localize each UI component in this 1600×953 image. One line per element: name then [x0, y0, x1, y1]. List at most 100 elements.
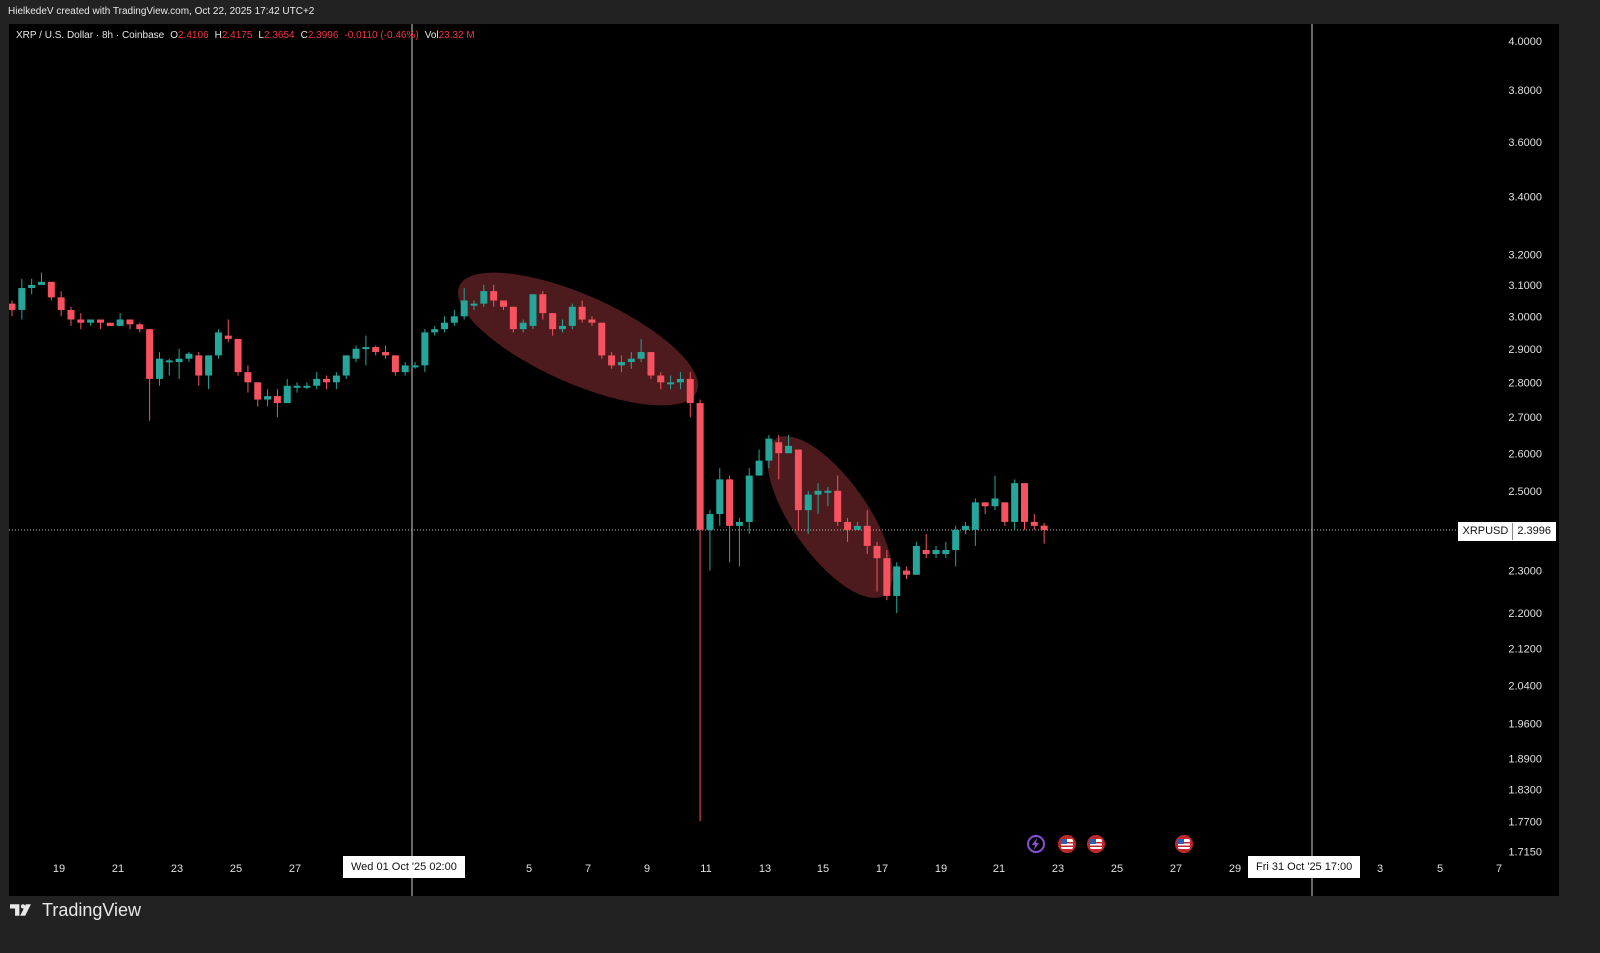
candle-body[interactable]	[77, 319, 85, 323]
earnings-lightning-icon[interactable]	[1027, 835, 1045, 853]
candle-body[interactable]	[726, 479, 734, 526]
candle-body[interactable]	[1020, 483, 1028, 522]
candle-body[interactable]	[37, 281, 45, 285]
candle-body[interactable]	[382, 352, 390, 356]
candle-body[interactable]	[1030, 521, 1038, 526]
candle-body[interactable]	[214, 332, 222, 356]
candle-body[interactable]	[480, 291, 488, 304]
candle-body[interactable]	[195, 355, 203, 376]
candle-body[interactable]	[254, 382, 262, 400]
candle-body[interactable]	[696, 403, 704, 530]
candle-body[interactable]	[500, 300, 507, 307]
candle-body[interactable]	[775, 442, 783, 454]
us-flag-event-icon[interactable]	[1058, 835, 1076, 853]
candle-body[interactable]	[323, 378, 331, 383]
candle-body[interactable]	[824, 490, 832, 493]
candle-body[interactable]	[9, 303, 16, 310]
candle-body[interactable]	[588, 319, 596, 323]
candle-body[interactable]	[883, 558, 891, 596]
candle-body[interactable]	[372, 347, 380, 353]
candle-body[interactable]	[470, 303, 478, 306]
candle-body[interactable]	[165, 360, 173, 363]
candle-body[interactable]	[96, 319, 104, 323]
candle-body[interactable]	[785, 445, 793, 454]
chart-pane[interactable]: 4.0000 3.8000 3.6000 3.4000 3.2000 3.1000 3.00…	[9, 24, 1559, 896]
candle-body[interactable]	[578, 306, 586, 320]
us-flag-event-icon[interactable]	[1175, 835, 1193, 853]
candle-body[interactable]	[116, 319, 124, 326]
candle-body[interactable]	[264, 396, 272, 400]
candle-body[interactable]	[1040, 525, 1048, 531]
candle-body[interactable]	[647, 352, 655, 376]
candle-body[interactable]	[932, 550, 940, 555]
candle-body[interactable]	[1001, 502, 1009, 522]
candle-body[interactable]	[755, 460, 763, 476]
candle-body[interactable]	[273, 396, 281, 404]
candle-body[interactable]	[893, 566, 901, 596]
candle-body[interactable]	[519, 322, 527, 330]
candle-body[interactable]	[421, 332, 429, 366]
candle-body[interactable]	[509, 306, 517, 330]
candle-body[interactable]	[529, 294, 537, 326]
candle-body[interactable]	[991, 498, 999, 507]
candle-body[interactable]	[126, 319, 134, 325]
candle-body[interactable]	[224, 335, 232, 339]
candle-body[interactable]	[106, 322, 114, 326]
candle-body[interactable]	[283, 385, 291, 404]
candle-body[interactable]	[952, 529, 960, 551]
candle-body[interactable]	[942, 550, 950, 555]
candle-body[interactable]	[67, 309, 75, 320]
candle-body[interactable]	[362, 347, 370, 350]
candle-body[interactable]	[667, 382, 675, 385]
candle-body[interactable]	[313, 378, 321, 386]
us-flag-event-icon[interactable]	[1087, 835, 1105, 853]
candle-body[interactable]	[971, 502, 979, 530]
candle-body[interactable]	[293, 385, 301, 388]
candle-body[interactable]	[903, 570, 911, 575]
candle-body[interactable]	[175, 358, 183, 363]
candle-body[interactable]	[244, 372, 252, 383]
candle-body[interactable]	[87, 319, 95, 323]
candle-body[interactable]	[185, 353, 193, 359]
candle-body[interactable]	[922, 550, 930, 555]
candle-body[interactable]	[155, 358, 163, 379]
candle-body[interactable]	[234, 338, 242, 373]
candle-body[interactable]	[735, 521, 743, 526]
candle-body[interactable]	[568, 306, 576, 326]
candle-body[interactable]	[912, 545, 920, 575]
candle-body[interactable]	[558, 325, 566, 330]
candle-body[interactable]	[205, 355, 213, 376]
candle-body[interactable]	[853, 525, 861, 530]
candle-body[interactable]	[57, 297, 65, 310]
candle-body[interactable]	[490, 291, 498, 301]
candle-body[interactable]	[441, 322, 449, 330]
candle-body[interactable]	[28, 284, 36, 289]
candle-body[interactable]	[146, 329, 154, 379]
candle-body[interactable]	[686, 378, 694, 404]
candle-body[interactable]	[863, 525, 871, 546]
candle-body[interactable]	[352, 348, 360, 359]
candle-body[interactable]	[598, 322, 606, 356]
candle-body[interactable]	[745, 475, 753, 522]
candle-body[interactable]	[765, 438, 773, 461]
candle-body[interactable]	[303, 385, 311, 388]
candle-body[interactable]	[136, 324, 144, 330]
candle-body[interactable]	[676, 378, 684, 383]
candle-body[interactable]	[627, 358, 635, 363]
candle-body[interactable]	[804, 494, 812, 511]
candle-body[interactable]	[47, 281, 55, 298]
candle-body[interactable]	[794, 449, 802, 511]
candle-body[interactable]	[391, 355, 399, 373]
candle-body[interactable]	[1011, 483, 1019, 522]
price-plot[interactable]: 4.0000 3.8000 3.6000 3.4000 3.2000 3.1000 3.00…	[9, 24, 1559, 896]
candle-body[interactable]	[706, 514, 714, 530]
candle-body[interactable]	[608, 355, 616, 366]
candle-body[interactable]	[617, 362, 625, 366]
candle-body[interactable]	[431, 329, 439, 333]
candle-body[interactable]	[657, 375, 665, 383]
candle-body[interactable]	[411, 365, 419, 368]
highlight-ellipse[interactable]	[441, 246, 714, 432]
candle-body[interactable]	[834, 490, 842, 522]
candle-body[interactable]	[18, 288, 26, 310]
candle-body[interactable]	[342, 355, 350, 376]
